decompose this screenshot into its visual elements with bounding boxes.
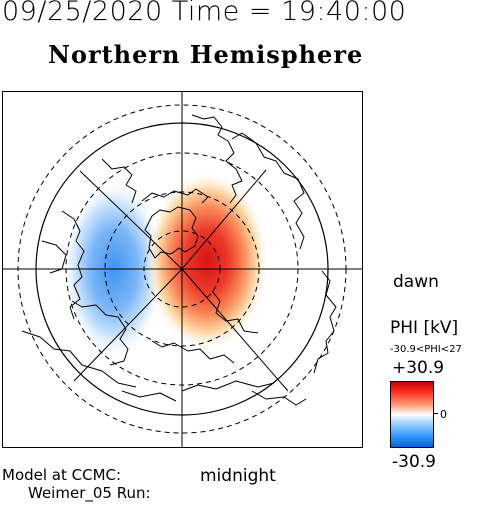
coastlines	[21, 114, 337, 406]
colorbar-zero-tick	[434, 413, 438, 414]
colorbar-zero-label: 0	[440, 408, 447, 421]
polar-map	[2, 91, 363, 448]
dawn-label: dawn	[393, 272, 439, 292]
midnight-label: midnight	[200, 466, 276, 486]
meridian-se	[181, 268, 289, 392]
grid-axes	[2, 91, 363, 448]
polar-map-svg	[2, 91, 363, 448]
run-label: Weimer_05 Run:	[28, 484, 151, 502]
colorbar	[390, 381, 434, 448]
colorbar-title: PHI [kV]	[390, 318, 459, 338]
colorbar-range: -30.9<PHI<27	[390, 344, 462, 355]
datetime-title: 09/25/2020 Time = 19:40:00	[2, 0, 407, 27]
meridian-sw	[73, 268, 183, 382]
meridian-ne	[181, 169, 267, 270]
model-label: Model at CCMC:	[2, 466, 122, 484]
meridian-nw	[79, 170, 183, 270]
colorbar-max-label: +30.9	[392, 358, 445, 378]
colorbar-min-label: -30.9	[392, 452, 436, 472]
hemisphere-title: Northern Hemisphere	[48, 40, 364, 69]
